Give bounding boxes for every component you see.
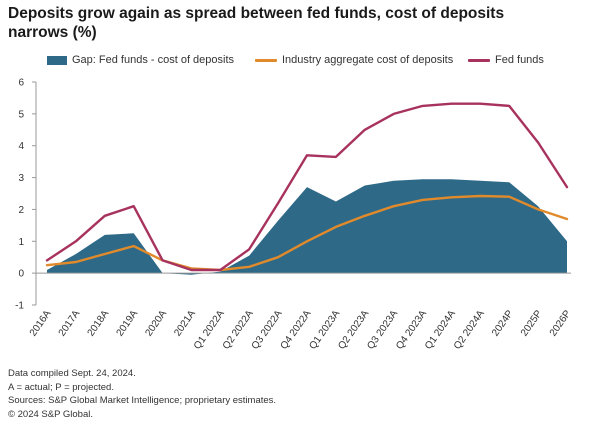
legend-label-gap: Gap: Fed funds - cost of deposits bbox=[72, 54, 235, 66]
cost-of-deposits-line bbox=[45, 194, 569, 272]
x-tick-label: 2020A bbox=[143, 308, 169, 338]
legend-item-fed: Fed funds bbox=[468, 50, 544, 70]
legend-swatch-cost bbox=[255, 58, 277, 62]
y-tick-label: 5 bbox=[18, 109, 24, 120]
y-tick-label: -1 bbox=[15, 301, 24, 312]
legend-label-cost: Industry aggregate cost of deposits bbox=[282, 54, 454, 66]
fed-funds-line bbox=[45, 102, 569, 272]
legend: Gap: Fed funds - cost of deposits Indust… bbox=[0, 50, 600, 70]
y-tick-label: 2 bbox=[18, 205, 24, 216]
x-tick-label: 2021A bbox=[172, 308, 198, 338]
x-tick-label: 2019A bbox=[115, 308, 141, 338]
footnote-line: Sources: S&P Global Market Intelligence;… bbox=[8, 395, 277, 406]
x-tick-label: 2016A bbox=[28, 308, 54, 338]
footnote-line: Data compiled Sept. 24, 2024. bbox=[8, 368, 136, 379]
footnote-line: A = actual; P = projected. bbox=[8, 381, 114, 393]
footnotes: Data compiled Sept. 24, 2024. A = actual… bbox=[8, 367, 276, 421]
legend-item-gap: Gap: Fed funds - cost of deposits bbox=[47, 50, 234, 70]
gap-area bbox=[47, 179, 567, 275]
y-tick-label: 4 bbox=[18, 141, 24, 152]
chart-title: Deposits grow again as spread between fe… bbox=[8, 5, 505, 41]
legend-label-fed: Fed funds bbox=[495, 54, 544, 66]
legend-item-cost: Industry aggregate cost of deposits bbox=[255, 50, 453, 70]
y-tick-label: 6 bbox=[18, 78, 24, 89]
x-tick-label: 2018A bbox=[86, 308, 112, 338]
legend-swatch-fed bbox=[468, 58, 490, 62]
x-tick-label: 2017A bbox=[57, 308, 83, 338]
x-tick-label: 2025P bbox=[519, 308, 545, 338]
y-tick-label: 3 bbox=[18, 173, 24, 184]
legend-swatch-gap bbox=[47, 55, 67, 65]
y-tick-label: 1 bbox=[18, 237, 24, 248]
footnote-line: © 2024 S&P Global. bbox=[8, 408, 93, 420]
x-tick-label: 2024P bbox=[490, 308, 516, 338]
x-tick-label: 2026P bbox=[548, 308, 574, 338]
y-tick-label: 0 bbox=[18, 269, 24, 280]
